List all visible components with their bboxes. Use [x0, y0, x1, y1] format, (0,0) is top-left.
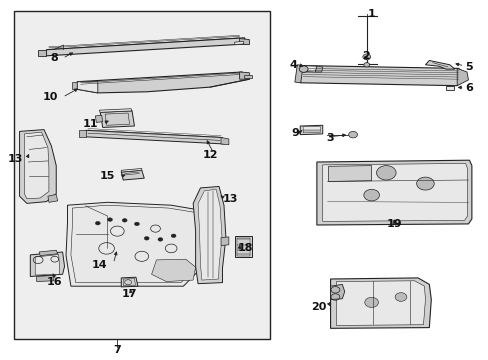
- Polygon shape: [330, 284, 344, 300]
- Text: 15: 15: [100, 171, 115, 181]
- Polygon shape: [38, 50, 46, 56]
- Polygon shape: [100, 111, 134, 127]
- Circle shape: [122, 219, 127, 222]
- Polygon shape: [46, 38, 246, 56]
- Polygon shape: [328, 166, 371, 181]
- Text: 5: 5: [465, 62, 472, 72]
- Circle shape: [363, 189, 379, 201]
- Polygon shape: [303, 126, 320, 133]
- Text: 13: 13: [222, 194, 237, 204]
- Polygon shape: [37, 275, 54, 282]
- Text: 13: 13: [8, 154, 23, 164]
- Polygon shape: [425, 60, 454, 69]
- Text: 16: 16: [47, 276, 62, 287]
- Circle shape: [107, 218, 112, 221]
- Text: 7: 7: [113, 345, 121, 355]
- Circle shape: [362, 54, 370, 60]
- Polygon shape: [315, 66, 322, 72]
- Circle shape: [158, 238, 163, 241]
- Polygon shape: [121, 170, 144, 180]
- Text: 9: 9: [291, 128, 299, 138]
- Polygon shape: [39, 250, 58, 256]
- Text: 8: 8: [50, 53, 58, 63]
- Polygon shape: [336, 281, 425, 325]
- Polygon shape: [445, 86, 453, 90]
- Polygon shape: [151, 259, 195, 282]
- Circle shape: [416, 177, 433, 190]
- Polygon shape: [239, 72, 249, 79]
- Text: 10: 10: [42, 92, 58, 102]
- Circle shape: [134, 222, 139, 226]
- Polygon shape: [456, 68, 468, 86]
- Polygon shape: [66, 202, 207, 286]
- Circle shape: [394, 293, 406, 301]
- Polygon shape: [79, 130, 85, 137]
- Polygon shape: [300, 125, 322, 135]
- Polygon shape: [121, 168, 142, 172]
- Polygon shape: [72, 82, 77, 89]
- Polygon shape: [24, 132, 49, 199]
- Circle shape: [95, 221, 100, 225]
- Text: 12: 12: [203, 150, 218, 160]
- Polygon shape: [35, 255, 60, 275]
- Circle shape: [299, 66, 307, 72]
- Polygon shape: [193, 186, 225, 284]
- Polygon shape: [243, 75, 251, 78]
- Polygon shape: [234, 236, 252, 257]
- Polygon shape: [77, 72, 249, 93]
- Circle shape: [376, 166, 395, 180]
- Polygon shape: [48, 194, 58, 202]
- Bar: [14, 11, 269, 339]
- Polygon shape: [121, 277, 138, 287]
- Text: 19: 19: [386, 219, 401, 229]
- Text: 2: 2: [361, 51, 369, 61]
- Circle shape: [348, 131, 357, 138]
- Text: 17: 17: [122, 289, 137, 300]
- Polygon shape: [330, 278, 430, 328]
- Polygon shape: [85, 130, 224, 144]
- Polygon shape: [198, 189, 222, 280]
- Polygon shape: [30, 252, 64, 276]
- Text: 1: 1: [367, 9, 375, 19]
- Circle shape: [171, 234, 176, 238]
- Polygon shape: [77, 82, 98, 93]
- Polygon shape: [234, 41, 243, 45]
- Circle shape: [363, 63, 369, 67]
- Polygon shape: [221, 237, 228, 246]
- Circle shape: [364, 297, 378, 307]
- Polygon shape: [239, 39, 249, 45]
- Text: 11: 11: [82, 119, 98, 129]
- Polygon shape: [294, 65, 303, 83]
- Polygon shape: [297, 66, 465, 86]
- Text: 14: 14: [92, 260, 107, 270]
- Polygon shape: [300, 66, 316, 72]
- Text: 3: 3: [326, 132, 334, 143]
- Text: 6: 6: [465, 83, 472, 93]
- Polygon shape: [221, 138, 228, 145]
- Circle shape: [144, 237, 149, 240]
- Polygon shape: [322, 163, 467, 221]
- Text: 20: 20: [311, 302, 326, 312]
- Text: 18: 18: [238, 243, 253, 253]
- Polygon shape: [20, 130, 56, 203]
- Polygon shape: [316, 160, 471, 225]
- Polygon shape: [99, 109, 132, 112]
- Text: 4: 4: [289, 60, 297, 70]
- Polygon shape: [95, 115, 102, 122]
